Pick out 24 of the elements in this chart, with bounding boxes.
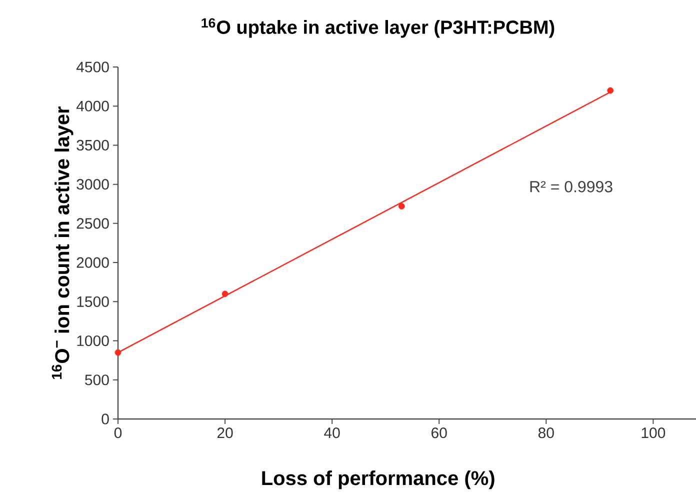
y-tick-label: 500 [85,374,109,386]
x-tick-label: 60 [432,428,447,438]
y-axis-title: $^{16}$O$^{−}$ ion count in active layer [52,106,74,379]
x-tick-label: 80 [538,428,554,438]
x-tick-label: 0 [114,428,122,438]
point [222,290,228,298]
y-tick-label: 0 [102,414,109,424]
annotation: R² = 0.9993 [530,181,612,192]
y-tick-label: 3500 [76,140,109,151]
point [114,349,122,356]
point [398,203,405,210]
y-tick-label: 2000 [76,257,109,268]
x-tick-label: 20 [217,428,233,438]
y-tick-label: 4000 [76,100,109,112]
y-tick-label: 3000 [76,179,109,190]
y-tick-label: 4500 [76,62,109,72]
x-axis-title: Loss of performance (%) [262,470,494,490]
chart-title: $^{16}$O uptake in active layer (P3HT:PCBM) [202,18,554,38]
y-tick-label: 1500 [77,296,109,307]
y-tick-label: 1000 [77,335,109,346]
point [607,87,614,94]
y-tick-label: 2500 [76,218,109,229]
x-tick-label: 40 [324,428,340,438]
x-tick-label: 100 [642,428,666,438]
